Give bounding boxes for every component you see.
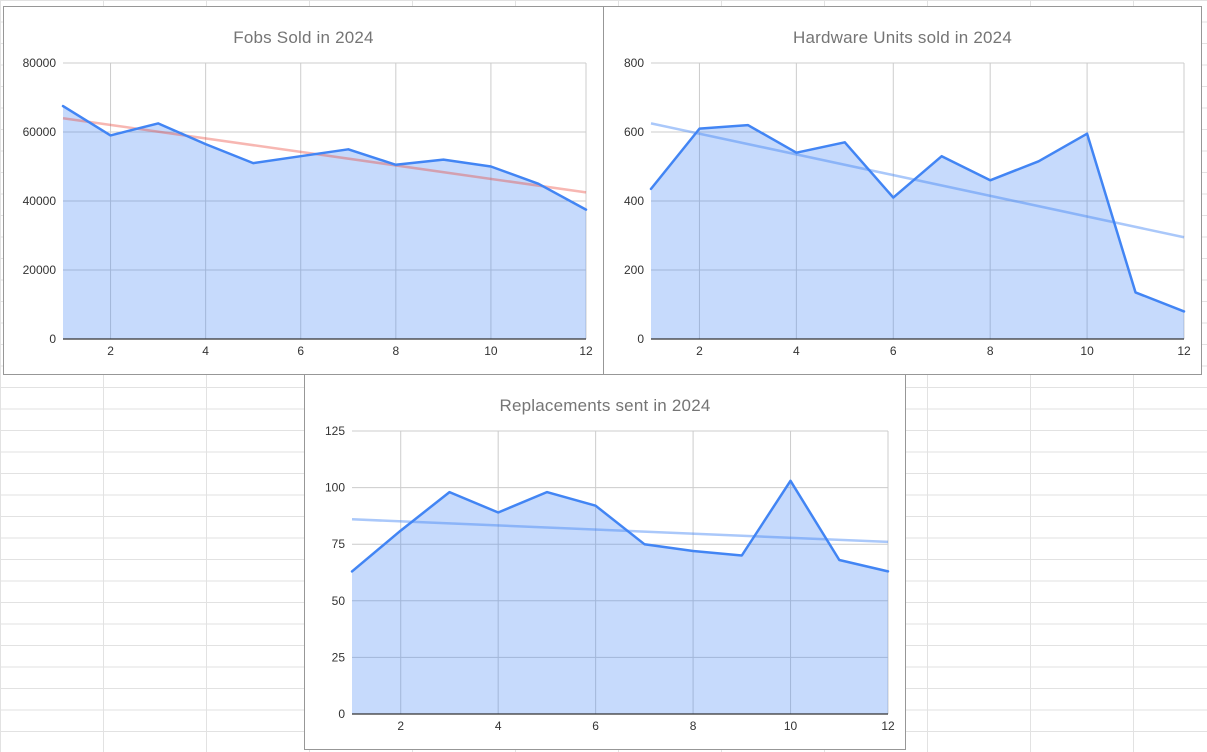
chart-card-fobs-sold[interactable]: Fobs Sold in 2024 0 20000 40000 60000 80000 2… [3,6,604,375]
series-area [651,125,1184,339]
svg-text:125: 125 [325,424,345,438]
y-axis-labels: 0 20000 40000 60000 80000 [23,56,57,346]
y-axis-labels: 0 200 400 600 800 [624,56,644,346]
svg-text:8: 8 [690,719,697,733]
svg-text:0: 0 [49,332,56,346]
svg-text:6: 6 [297,344,304,358]
chart-card-replacements[interactable]: Replacements sent in 2024 0 25 50 75 100 125 2… [304,374,906,750]
hardware-units-area-chart: 0 200 400 600 800 2 4 6 8 10 12 [624,56,1191,358]
series-area [352,480,888,714]
trendline [62,116,587,194]
series-line [649,123,1186,313]
x-axis-labels: 2 4 6 8 10 12 [107,344,593,358]
svg-text:400: 400 [624,194,644,208]
svg-text:12: 12 [579,344,593,358]
series-area [63,106,586,339]
svg-text:6: 6 [890,344,897,358]
svg-text:10: 10 [1080,344,1094,358]
x-axis-labels: 2 4 6 8 10 12 [397,719,895,733]
gridlines [63,62,587,339]
svg-text:75: 75 [332,537,346,551]
gridlines [651,62,1185,339]
svg-text:50: 50 [332,594,346,608]
fobs-sold-area-chart: 0 20000 40000 60000 80000 2 4 6 8 10 12 [23,56,593,358]
y-axis-labels: 0 25 50 75 100 125 [325,424,345,721]
svg-text:100: 100 [325,481,345,495]
svg-text:2: 2 [107,344,114,358]
svg-text:4: 4 [793,344,800,358]
svg-text:800: 800 [624,56,644,70]
svg-text:60000: 60000 [23,125,57,139]
svg-text:6: 6 [592,719,599,733]
trendline [351,518,889,544]
x-axis-labels: 2 4 6 8 10 12 [696,344,1191,358]
series-line [350,479,890,573]
replacements-area-chart: 0 25 50 75 100 125 2 4 6 8 10 12 [325,424,895,733]
svg-text:2: 2 [397,719,404,733]
svg-text:25: 25 [332,650,346,664]
chart-card-hardware-units[interactable]: Hardware Units sold in 2024 0 200 400 600 80… [603,6,1202,375]
svg-text:0: 0 [338,707,345,721]
svg-text:10: 10 [484,344,498,358]
svg-text:20000: 20000 [23,263,57,277]
svg-text:10: 10 [784,719,798,733]
trendline [650,122,1185,239]
svg-text:8: 8 [987,344,994,358]
svg-text:600: 600 [624,125,644,139]
series-line [61,104,588,211]
svg-text:40000: 40000 [23,194,57,208]
svg-text:4: 4 [495,719,502,733]
svg-text:4: 4 [202,344,209,358]
svg-text:12: 12 [881,719,895,733]
svg-text:200: 200 [624,263,644,277]
svg-text:8: 8 [392,344,399,358]
svg-text:0: 0 [637,332,644,346]
svg-text:12: 12 [1177,344,1191,358]
svg-text:2: 2 [696,344,703,358]
svg-text:80000: 80000 [23,56,57,70]
